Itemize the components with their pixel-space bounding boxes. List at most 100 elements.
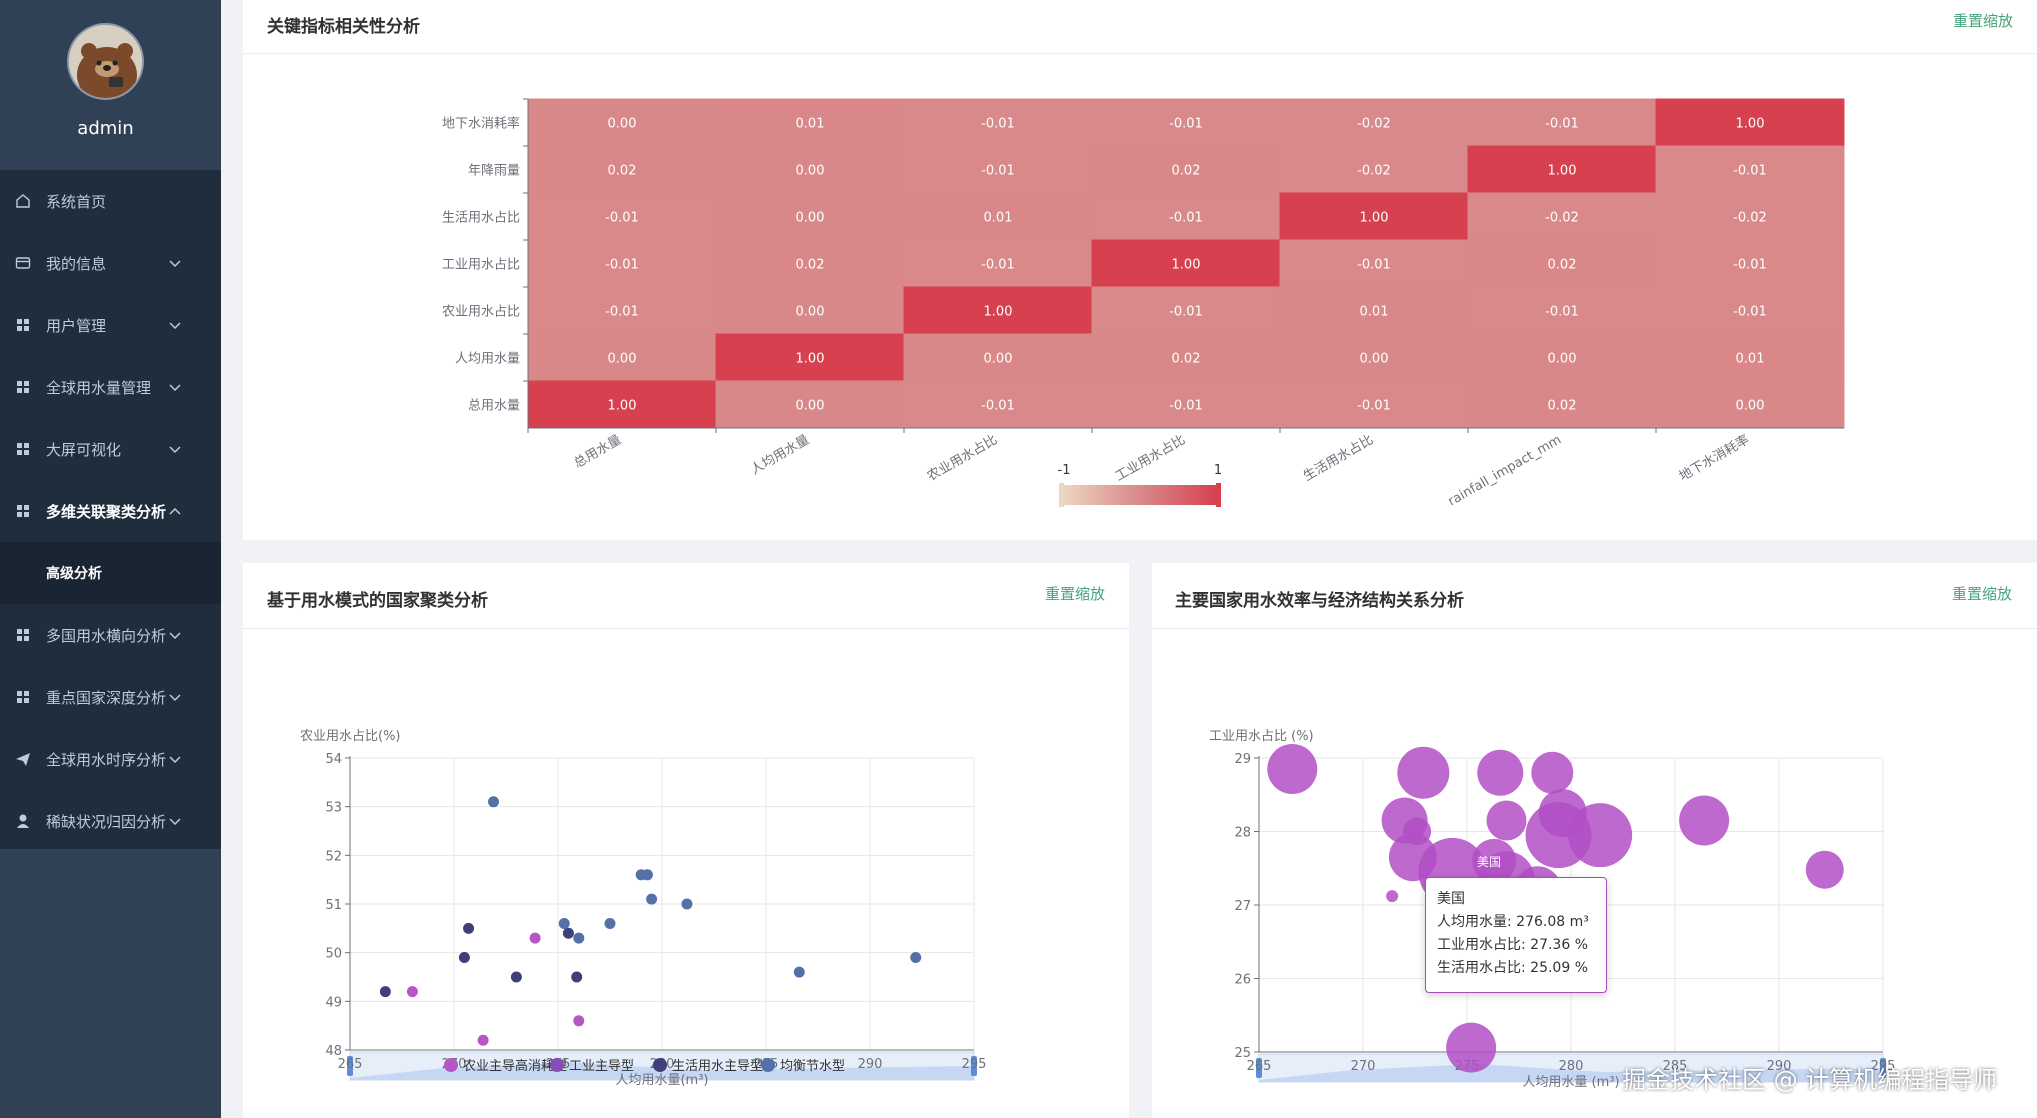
heatmap-cell[interactable] [1467,145,1657,194]
scatter-point[interactable] [910,952,922,964]
visual-map-handle-min[interactable] [1059,483,1064,507]
sidebar-item-8[interactable]: 多国用水横向分析 [0,604,221,666]
bubble-point[interactable] [1486,800,1527,841]
heatmap-cell[interactable] [715,145,905,194]
heatmap-cell[interactable] [1091,192,1281,241]
datazoom-handle-right[interactable] [1880,1058,1886,1078]
heatmap-cell[interactable] [527,286,717,335]
visual-map-bar[interactable] [1063,485,1219,505]
heatmap-cell[interactable] [715,192,905,241]
legend-marker[interactable] [550,1058,564,1072]
bubble-point[interactable] [1805,850,1844,889]
scatter-point[interactable] [529,932,541,944]
sidebar-item-10[interactable]: 全球用水时序分析 [0,728,221,790]
legend-label[interactable]: 工业主导型 [569,1059,634,1074]
legend-marker[interactable] [653,1058,667,1072]
heatmap-cell[interactable] [1467,98,1657,147]
sidebar-item-7[interactable]: 高级分析 [0,542,221,604]
scatter-point[interactable] [458,952,470,964]
heatmap-cell[interactable] [715,380,905,429]
heatmap-cell[interactable] [1279,380,1469,429]
heatmap-cell[interactable] [1467,333,1657,382]
legend-label[interactable]: 均衡节水型 [780,1059,845,1074]
legend-marker[interactable] [761,1058,775,1072]
heatmap-cell[interactable] [1655,192,1845,241]
datazoom-handle-right[interactable] [971,1056,977,1076]
sidebar-item-3[interactable]: 用户管理 [0,294,221,356]
scatter-point[interactable] [406,986,418,998]
heatmap-cell[interactable] [1467,286,1657,335]
heatmap-cell[interactable] [1655,333,1845,382]
heatmap-cell[interactable] [527,380,717,429]
heatmap-cell[interactable] [1091,380,1281,429]
sidebar-item-4[interactable]: 全球用水量管理 [0,356,221,418]
scatter-point[interactable] [463,922,475,934]
sidebar-item-1[interactable]: 系统首页 [0,170,221,232]
sidebar-item-6[interactable]: 多维关联聚类分析 [0,480,221,542]
heatmap-cell[interactable] [1467,192,1657,241]
heatmap-cell[interactable] [715,98,905,147]
datazoom-handle-left[interactable] [347,1056,353,1076]
x-tick-label: 地下水消耗率 [1676,432,1752,485]
scatter-point[interactable] [571,971,583,983]
scatter-point[interactable] [510,971,522,983]
heatmap-cell[interactable] [1655,286,1845,335]
bubble-point[interactable] [1531,751,1574,794]
heatmap-cell[interactable] [903,239,1093,288]
bubble-point[interactable] [1477,749,1524,796]
scatter-point[interactable] [488,796,500,808]
bubble-point[interactable] [1568,803,1633,868]
reset-zoom-button[interactable]: 重置缩放 [1953,12,2014,30]
bubble-point[interactable] [1679,795,1730,846]
legend-marker[interactable] [444,1058,458,1072]
scatter-point[interactable] [558,917,570,929]
scatter-point[interactable] [641,869,653,881]
scatter-point[interactable] [604,917,616,929]
sidebar-item-2[interactable]: 我的信息 [0,232,221,294]
bubble-point[interactable] [1386,890,1399,903]
sidebar-item-5[interactable]: 大屏可视化 [0,418,221,480]
reset-zoom-button[interactable]: 重置缩放 [1045,585,1106,603]
sidebar-item-9[interactable]: 重点国家深度分析 [0,666,221,728]
bubble-point[interactable] [1446,1022,1497,1073]
heatmap-cell[interactable] [715,286,905,335]
heatmap-cell[interactable] [1655,239,1845,288]
bubble-point[interactable] [1397,746,1450,799]
heatmap-cell[interactable] [1279,192,1469,241]
scatter-point[interactable] [793,966,805,978]
datazoom-handle-left[interactable] [1256,1058,1262,1078]
scatter-point[interactable] [681,898,693,910]
visual-map-handle-max[interactable] [1216,483,1221,507]
scatter-point[interactable] [646,893,658,905]
heatmap-cell[interactable] [903,333,1093,382]
heatmap-cell[interactable] [903,192,1093,241]
sidebar-item-11[interactable]: 稀缺状况归因分析 [0,790,221,852]
heatmap-cell[interactable] [1091,239,1281,288]
heatmap-cell[interactable] [1655,145,1845,194]
reset-zoom-button[interactable]: 重置缩放 [1952,585,2013,603]
heatmap-cell[interactable] [1467,380,1657,429]
scatter-point[interactable] [379,986,391,998]
heatmap-cell[interactable] [715,239,905,288]
heatmap-cell[interactable] [1279,145,1469,194]
legend-label[interactable]: 生活用水主导型 [672,1059,763,1074]
avatar[interactable] [67,23,144,100]
scatter-point[interactable] [573,932,585,944]
heatmap-cell[interactable] [527,239,717,288]
heatmap-cell[interactable] [527,192,717,241]
heatmap-cell[interactable] [1091,145,1281,194]
heatmap-cell[interactable] [1279,333,1469,382]
heatmap-cell[interactable] [1655,98,1845,147]
bubble-point[interactable] [1267,744,1318,795]
x-tick-label: 295 [1871,1059,1896,1074]
heatmap-cell[interactable] [903,380,1093,429]
legend-label[interactable]: 农业主导高消耗型 [463,1058,567,1074]
heatmap-cell[interactable] [715,333,905,382]
y-tick-label: 生活用水占比 [442,211,520,226]
heatmap-cell-label: 0.01 [984,211,1013,226]
scatter-point[interactable] [562,927,574,939]
heatmap-cell[interactable] [1655,380,1845,429]
scatter-point[interactable] [477,1034,489,1046]
heatmap-cell[interactable] [527,98,717,147]
scatter-point[interactable] [573,1015,585,1027]
